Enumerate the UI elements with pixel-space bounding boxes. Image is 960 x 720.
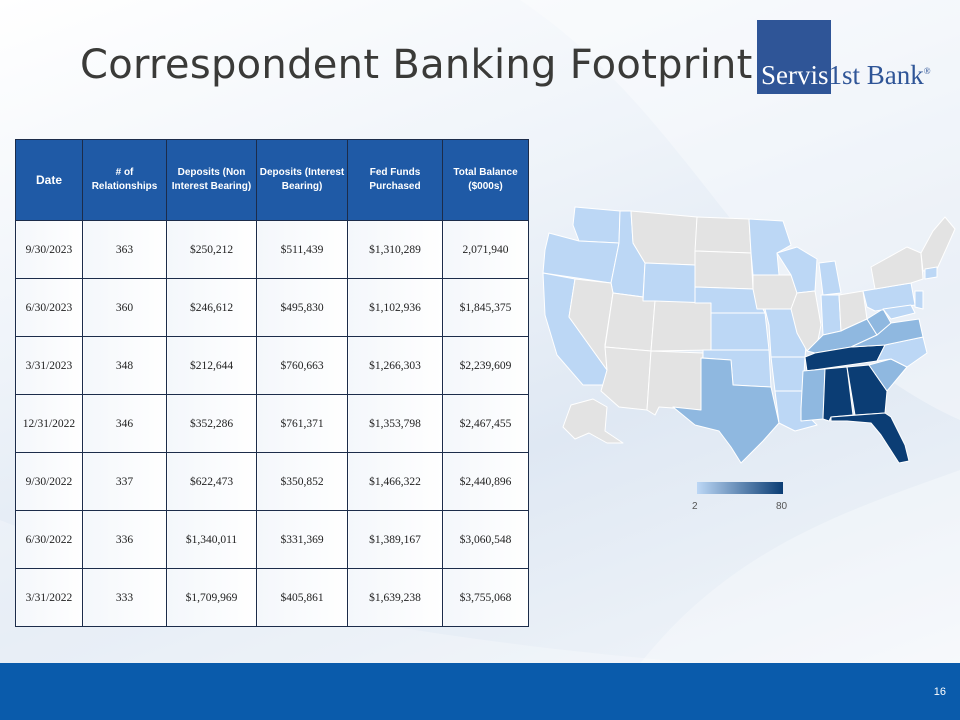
cell-deposits-non-interest: $352,286	[166, 394, 257, 453]
table-row: 12/31/2022 346 $352,286 $761,371 $1,353,…	[15, 394, 529, 453]
cell-date: 6/30/2022	[15, 510, 83, 569]
cell-fed-funds: $1,389,167	[347, 510, 443, 569]
state-new-england	[920, 216, 956, 272]
state-washington	[572, 206, 621, 244]
logo-text-part2: 1st Bank	[828, 60, 924, 90]
legend-min-label: 2	[692, 501, 698, 512]
cell-relationships: 336	[82, 510, 167, 569]
deposits-table: Date # of Relationships Deposits (Non In…	[15, 139, 529, 627]
state-montana	[630, 210, 698, 266]
page-number: 16	[933, 686, 946, 698]
state-indiana	[820, 294, 842, 336]
slide-title: Correspondent Banking Footprint	[80, 42, 753, 88]
cell-total-balance: $2,239,609	[442, 336, 529, 395]
state-maryland	[882, 304, 916, 320]
logo-registered-mark: ®	[923, 66, 931, 76]
state-arkansas	[770, 356, 806, 392]
us-footprint-map	[542, 206, 956, 464]
cell-total-balance: $3,755,068	[442, 568, 529, 627]
cell-date: 12/31/2022	[15, 394, 83, 453]
header-relationships: # of Relationships	[82, 139, 167, 221]
cell-deposits-interest: $405,861	[256, 568, 348, 627]
cell-relationships: 333	[82, 568, 167, 627]
servisfirst-logo: Servis1st Bank®	[757, 20, 947, 94]
cell-deposits-interest: $761,371	[256, 394, 348, 453]
footer-bar	[0, 663, 960, 720]
cell-relationships: 363	[82, 220, 167, 279]
cell-deposits-non-interest: $622,473	[166, 452, 257, 511]
logo-box	[757, 20, 831, 94]
state-florida	[830, 412, 910, 464]
state-new-jersey	[914, 290, 924, 310]
cell-deposits-non-interest: $246,612	[166, 278, 257, 337]
header-deposits-non-interest: Deposits (Non Interest Bearing)	[166, 139, 257, 221]
header-total-balance: Total Balance ($000s)	[442, 139, 529, 221]
state-georgia	[846, 364, 888, 416]
cell-fed-funds: $1,639,238	[347, 568, 443, 627]
cell-fed-funds: $1,102,936	[347, 278, 443, 337]
header-fed-funds: Fed Funds Purchased	[347, 139, 443, 221]
cell-deposits-interest: $331,369	[256, 510, 348, 569]
cell-date: 9/30/2023	[15, 220, 83, 279]
header-deposits-interest: Deposits (Interest Bearing)	[256, 139, 348, 221]
cell-total-balance: $2,467,455	[442, 394, 529, 453]
state-south-dakota	[694, 250, 754, 290]
cell-fed-funds: $1,310,289	[347, 220, 443, 279]
cell-deposits-non-interest: $1,340,011	[166, 510, 257, 569]
cell-deposits-interest: $760,663	[256, 336, 348, 395]
state-kansas	[710, 312, 770, 351]
header-date: Date	[15, 139, 83, 221]
state-arizona	[600, 346, 652, 411]
table-row: 6/30/2022 336 $1,340,011 $331,369 $1,389…	[15, 510, 529, 569]
state-michigan	[818, 260, 842, 296]
state-wyoming	[642, 262, 696, 304]
cell-total-balance: $3,060,548	[442, 510, 529, 569]
cell-deposits-interest: $495,830	[256, 278, 348, 337]
state-north-dakota	[694, 216, 752, 254]
table-row: 3/31/2023 348 $212,644 $760,663 $1,266,3…	[15, 336, 529, 395]
legend-max-label: 80	[776, 501, 788, 512]
cell-fed-funds: $1,266,303	[347, 336, 443, 395]
table-header-row: Date # of Relationships Deposits (Non In…	[15, 139, 529, 221]
cell-date: 6/30/2023	[15, 278, 83, 337]
logo-wordmark: Servis1st Bank®	[761, 60, 931, 91]
logo-text-part1: Servis	[761, 60, 829, 90]
table-row: 9/30/2022 337 $622,473 $350,852 $1,466,3…	[15, 452, 529, 511]
state-new-york	[870, 246, 924, 290]
map-legend-gradient	[697, 482, 783, 494]
state-minnesota	[748, 218, 792, 276]
state-connecticut	[924, 266, 938, 280]
state-new-mexico	[646, 350, 704, 416]
cell-deposits-non-interest: $250,212	[166, 220, 257, 279]
cell-deposits-interest: $511,439	[256, 220, 348, 279]
table-row: 9/30/2023 363 $250,212 $511,439 $1,310,2…	[15, 220, 529, 279]
cell-relationships: 360	[82, 278, 167, 337]
cell-date: 9/30/2022	[15, 452, 83, 511]
cell-total-balance: $2,440,896	[442, 452, 529, 511]
cell-relationships: 346	[82, 394, 167, 453]
table-row: 6/30/2023 360 $246,612 $495,830 $1,102,9…	[15, 278, 529, 337]
state-texas	[672, 357, 780, 464]
cell-deposits-non-interest: $212,644	[166, 336, 257, 395]
state-west-virginia	[866, 308, 892, 336]
cell-fed-funds: $1,353,798	[347, 394, 443, 453]
cell-relationships: 348	[82, 336, 167, 395]
state-utah	[604, 292, 656, 352]
cell-total-balance: $1,845,375	[442, 278, 529, 337]
cell-fed-funds: $1,466,322	[347, 452, 443, 511]
cell-total-balance: 2,071,940	[442, 220, 529, 279]
state-alaska	[562, 398, 624, 444]
cell-date: 3/31/2022	[15, 568, 83, 627]
state-mississippi	[800, 368, 826, 422]
state-iowa	[752, 274, 798, 310]
cell-date: 3/31/2023	[15, 336, 83, 395]
state-colorado	[650, 300, 712, 352]
cell-deposits-non-interest: $1,709,969	[166, 568, 257, 627]
table-row: 3/31/2022 333 $1,709,969 $405,861 $1,639…	[15, 568, 529, 627]
cell-deposits-interest: $350,852	[256, 452, 348, 511]
cell-relationships: 337	[82, 452, 167, 511]
